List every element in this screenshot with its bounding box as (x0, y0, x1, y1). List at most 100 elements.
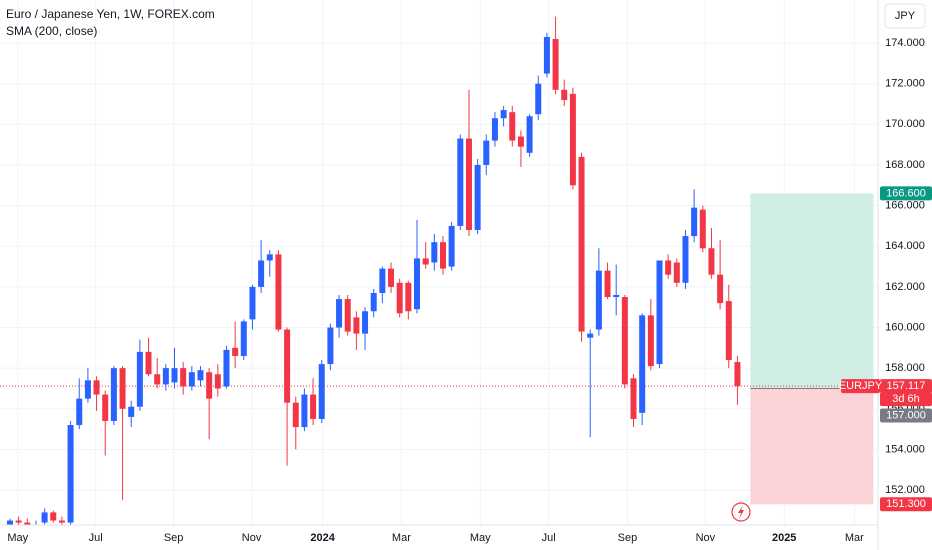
candle-body (197, 370, 204, 381)
symbol-label: EURJPY (839, 380, 883, 392)
candle-body (656, 260, 663, 365)
candle-body (206, 372, 213, 399)
candle-body (708, 248, 715, 275)
candle-body (405, 282, 412, 312)
x-tick-label: Mar (392, 532, 411, 544)
x-tick-label: Sep (618, 532, 638, 544)
candle-body (58, 520, 65, 523)
candle-body (292, 402, 299, 428)
candle-body (67, 425, 74, 523)
candle-body (284, 329, 291, 403)
candle-body (41, 512, 48, 523)
x-tick-label: Jul (542, 532, 556, 544)
candle-body (6, 520, 13, 525)
candle-body (665, 260, 672, 275)
candle-body (717, 274, 724, 304)
candle-body (595, 270, 602, 330)
candle-body (422, 258, 429, 265)
candle-body (543, 36, 550, 74)
candle-body (327, 327, 334, 365)
candle-body (240, 321, 247, 356)
x-tick-label: Mar (845, 532, 864, 544)
candle-body (275, 254, 282, 330)
y-tick-label: 170.000 (885, 118, 925, 130)
candle-body (136, 351, 143, 407)
candle-body (414, 258, 421, 310)
currency-label[interactable]: JPY (895, 10, 916, 22)
candle-body (500, 110, 507, 119)
y-tick-label: 164.000 (885, 240, 925, 252)
currency-box[interactable] (884, 3, 926, 29)
y-tick-label: 172.000 (885, 78, 925, 90)
plot-area (0, 16, 878, 525)
target-label-bg (880, 186, 932, 201)
candle-body (370, 292, 377, 312)
candle-body (725, 301, 732, 361)
candle-body (699, 209, 706, 249)
entry-label: 157.000 (886, 409, 926, 421)
x-tick-label: Sep (164, 532, 184, 544)
candle-body (526, 116, 533, 153)
alert-icon[interactable] (731, 502, 751, 522)
x-tick-label: 2025 (772, 532, 796, 544)
loss-zone (750, 388, 874, 505)
candle-body (102, 394, 109, 421)
y-tick-label: 158.000 (885, 362, 925, 374)
y-tick-label: 162.000 (885, 281, 925, 293)
candle-body (128, 406, 135, 417)
candle-body (84, 380, 91, 399)
candle-body (630, 378, 637, 419)
candle-body (431, 242, 438, 263)
candle-body (613, 295, 620, 298)
candle-body (457, 138, 464, 226)
indicator-label: SMA (200, close) (6, 24, 97, 38)
y-tick-label: 166.000 (885, 200, 925, 212)
countdown-label: 3d 6h (892, 393, 920, 405)
candle-body (439, 242, 446, 269)
stop-label-bg (880, 497, 932, 512)
candle-body (491, 118, 498, 141)
y-tick-label: 174.000 (885, 37, 925, 49)
candle-body (587, 333, 594, 338)
candle-body (569, 93, 576, 186)
candle-body (673, 262, 680, 283)
candle-body (162, 368, 169, 385)
grid (0, 0, 878, 525)
candle-body (145, 351, 152, 375)
candle-body (110, 368, 117, 421)
candle-body (639, 315, 646, 413)
candle-body (258, 260, 265, 287)
candle-body (344, 299, 351, 332)
candle-body (336, 299, 343, 328)
candle-body (552, 39, 559, 90)
y-tick-label: 152.000 (885, 484, 925, 496)
candle-body (535, 83, 542, 115)
candle-body (734, 362, 741, 387)
candle-body (388, 268, 395, 287)
candle-body (561, 89, 568, 100)
x-tick-label: May (7, 532, 28, 544)
countdown-label-bg (880, 392, 932, 407)
x-tick-label: Nov (242, 532, 262, 544)
candle-body (180, 368, 187, 387)
x-tick-label: 2024 (310, 532, 335, 544)
last-price-label-bg (880, 379, 932, 394)
candle-body (119, 368, 126, 409)
candle-body (266, 254, 273, 261)
candle-body (154, 374, 161, 385)
candle-body (396, 282, 403, 314)
candle-body (171, 368, 178, 383)
candle-body (214, 374, 221, 389)
candle-body (223, 349, 230, 387)
candle-body (15, 520, 22, 523)
candle-body (93, 380, 100, 395)
candle-body (188, 372, 195, 387)
candle-body (379, 268, 386, 293)
candle-body (76, 398, 83, 426)
target-label: 166.600 (886, 187, 926, 199)
symbol-label-bg (841, 379, 880, 394)
candle-body (509, 112, 516, 141)
candle-body (249, 286, 256, 320)
stop-label: 151.300 (886, 498, 926, 510)
